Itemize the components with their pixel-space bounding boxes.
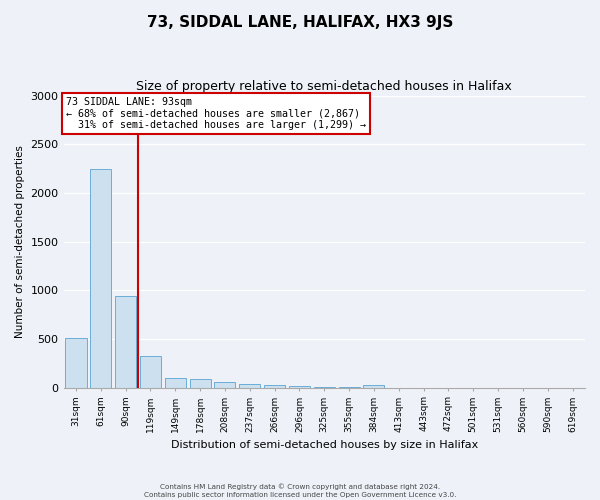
Y-axis label: Number of semi-detached properties: Number of semi-detached properties: [15, 145, 25, 338]
Bar: [239, 384, 260, 388]
Text: Contains HM Land Registry data © Crown copyright and database right 2024.
Contai: Contains HM Land Registry data © Crown c…: [144, 484, 456, 498]
Bar: [115, 296, 136, 388]
Bar: [214, 382, 235, 388]
X-axis label: Distribution of semi-detached houses by size in Halifax: Distribution of semi-detached houses by …: [170, 440, 478, 450]
Bar: [338, 387, 359, 388]
Bar: [190, 379, 211, 388]
Bar: [65, 338, 86, 388]
Bar: [140, 356, 161, 388]
Bar: [90, 168, 112, 388]
Bar: [364, 384, 385, 388]
Bar: [314, 386, 335, 388]
Text: 73, SIDDAL LANE, HALIFAX, HX3 9JS: 73, SIDDAL LANE, HALIFAX, HX3 9JS: [147, 15, 453, 30]
Bar: [165, 378, 186, 388]
Bar: [289, 386, 310, 388]
Title: Size of property relative to semi-detached houses in Halifax: Size of property relative to semi-detach…: [136, 80, 512, 93]
Text: 73 SIDDAL LANE: 93sqm
← 68% of semi-detached houses are smaller (2,867)
  31% of: 73 SIDDAL LANE: 93sqm ← 68% of semi-deta…: [66, 97, 366, 130]
Bar: [264, 385, 285, 388]
